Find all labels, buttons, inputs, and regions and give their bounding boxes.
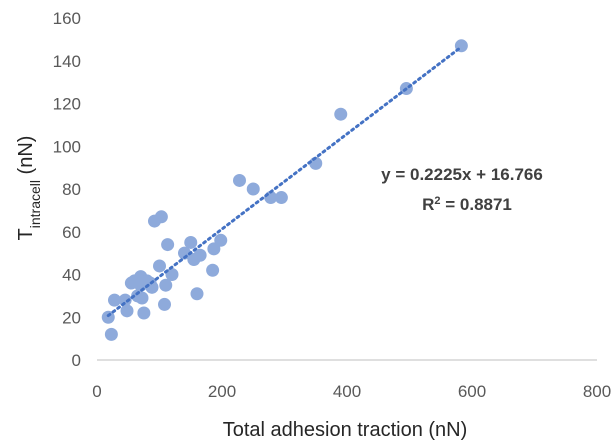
data-point	[178, 246, 191, 260]
data-point	[274, 191, 288, 205]
y-tick-label: 100	[53, 137, 81, 156]
y-tick-label: 120	[53, 95, 81, 114]
x-axis-title: Total adhesion traction (nN)	[223, 419, 468, 441]
data-point	[214, 233, 228, 247]
data-point	[101, 310, 115, 324]
data-point	[246, 182, 260, 196]
x-tick-label: 600	[458, 382, 486, 401]
data-point	[108, 293, 121, 307]
data-point	[159, 278, 173, 292]
data-point	[135, 291, 149, 305]
x-tick-label: 0	[92, 382, 101, 401]
x-tick-labels: 0 200 400 600 800	[92, 382, 611, 401]
x-tick-label: 800	[583, 382, 611, 401]
data-point	[161, 238, 175, 252]
y-tick-label: 160	[53, 9, 81, 28]
data-point	[120, 304, 134, 318]
y-tick-label: 20	[62, 308, 81, 327]
x-tick-label: 400	[333, 382, 361, 401]
data-point	[206, 263, 220, 277]
trendline-equation: y = 0.2225x + 16.766	[381, 165, 543, 184]
data-point	[158, 297, 171, 311]
data-point	[153, 259, 166, 273]
data-point	[154, 210, 168, 224]
y-tick-label: 40	[62, 266, 81, 285]
data-points	[101, 39, 468, 341]
y-tick-label: 0	[72, 351, 81, 370]
data-point	[193, 248, 207, 262]
y-tick-label: 60	[62, 223, 81, 242]
data-point	[190, 287, 204, 301]
data-point	[165, 268, 179, 281]
x-tick-label: 200	[208, 382, 236, 401]
data-point	[334, 107, 348, 121]
y-tick-label: 80	[62, 180, 81, 199]
y-tick-label: 140	[53, 52, 81, 71]
data-point	[137, 306, 151, 320]
trendline	[106, 45, 463, 318]
data-point	[104, 327, 118, 341]
y-axis-title: Tintracell (nN)	[15, 136, 43, 241]
data-point	[233, 173, 246, 187]
r-squared-label: R2 = 0.8871	[422, 195, 512, 214]
y-tick-labels: 0 20 40 60 80 100 120 140 160	[53, 9, 81, 370]
data-point	[184, 235, 198, 249]
